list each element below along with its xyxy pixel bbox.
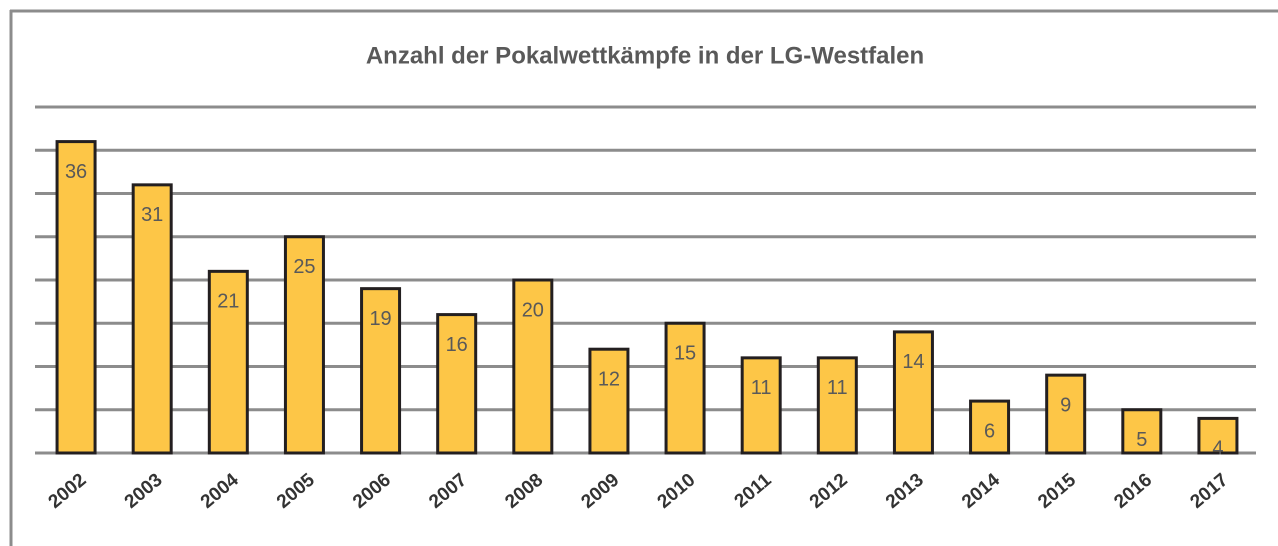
bar xyxy=(664,321,706,455)
x-tick-label: 2008 xyxy=(501,470,547,513)
data-label: 9 xyxy=(1060,394,1071,416)
bar xyxy=(360,287,402,455)
bar xyxy=(1121,408,1163,455)
bar xyxy=(892,330,934,455)
bar xyxy=(969,399,1011,455)
bar xyxy=(1197,416,1239,455)
data-label: 19 xyxy=(369,308,391,330)
data-label: 15 xyxy=(674,343,696,365)
data-label: 6 xyxy=(984,420,995,442)
bar xyxy=(131,183,173,455)
data-label: 16 xyxy=(446,334,468,356)
x-tick-label: 2012 xyxy=(806,470,852,513)
bar xyxy=(207,269,249,455)
x-tick-label: 2017 xyxy=(1186,470,1232,513)
data-label: 25 xyxy=(293,256,315,278)
x-tick-label: 2003 xyxy=(121,470,167,513)
x-tick-label: 2014 xyxy=(958,469,1004,513)
data-label: 11 xyxy=(827,377,848,399)
bar xyxy=(1045,373,1087,455)
x-tick-label: 2010 xyxy=(654,470,700,513)
data-label: 20 xyxy=(522,299,544,321)
data-label: 31 xyxy=(141,204,163,226)
x-tick-label: 2011 xyxy=(731,469,776,512)
x-tick-label: 2013 xyxy=(882,470,928,513)
bar xyxy=(740,356,782,455)
data-label: 4 xyxy=(1212,438,1223,460)
bar xyxy=(588,347,630,455)
data-label: 5 xyxy=(1136,429,1147,451)
x-tick-label: 2002 xyxy=(45,470,91,513)
data-label: 14 xyxy=(902,351,924,373)
data-label: 12 xyxy=(598,368,620,390)
data-label: 21 xyxy=(217,291,239,313)
x-tick-label: 2015 xyxy=(1034,469,1080,513)
data-label: 11 xyxy=(751,377,772,399)
x-tick-label: 2007 xyxy=(425,470,471,513)
bar xyxy=(816,356,858,455)
chart-title: Anzahl der Pokalwettkämpfe in der LG-Wes… xyxy=(366,42,924,69)
bar xyxy=(436,313,478,455)
x-tick-label: 2005 xyxy=(273,469,319,513)
x-tick-label: 2006 xyxy=(349,470,395,513)
bar xyxy=(512,278,554,455)
bar xyxy=(55,140,97,455)
x-tick-label: 2004 xyxy=(197,469,243,513)
x-tick-label: 2009 xyxy=(577,470,623,513)
data-label: 36 xyxy=(65,161,87,183)
x-tick-label: 2016 xyxy=(1110,470,1156,513)
bar xyxy=(283,235,325,455)
